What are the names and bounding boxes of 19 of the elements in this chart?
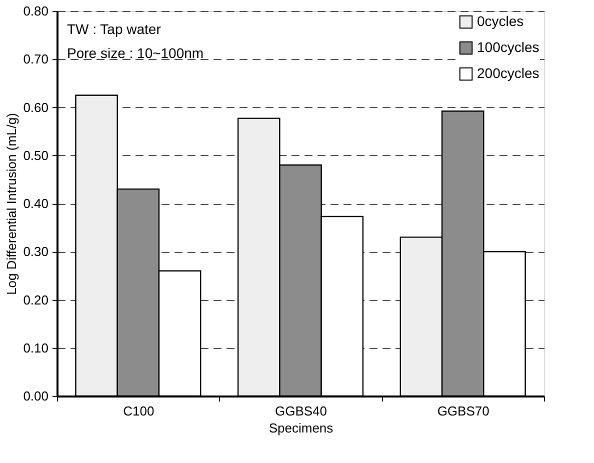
x-tick-label: C100 xyxy=(123,404,154,418)
legend-label: 200cycles xyxy=(477,65,540,81)
y-tick-label: 0.00 xyxy=(23,388,48,404)
y-tick-label: 0.10 xyxy=(23,340,48,356)
legend-label: 0cycles xyxy=(477,13,524,29)
annotation: Pore size : 10~100nm xyxy=(67,45,204,61)
annotation: TW : Tap water xyxy=(67,21,162,37)
x-tick-label: GGBS40 xyxy=(274,404,328,418)
x-axis-title: Specimens xyxy=(268,420,334,436)
y-tick-label: 0.70 xyxy=(23,52,48,67)
y-tick-label: 0.20 xyxy=(23,292,48,308)
y-axis-title: Log Differential Intrusion (mL/g) xyxy=(4,113,20,295)
y-tick-label: 0.50 xyxy=(23,148,48,163)
y-tick-label: 0.40 xyxy=(23,196,48,211)
y-tick-label: 0.60 xyxy=(23,100,48,115)
y-tick-label: 0.80 xyxy=(23,4,48,18)
y-tick-label: 0.30 xyxy=(23,244,48,260)
legend-label: 100cycles xyxy=(477,39,540,55)
x-tick-label: GGBS70 xyxy=(437,404,490,418)
